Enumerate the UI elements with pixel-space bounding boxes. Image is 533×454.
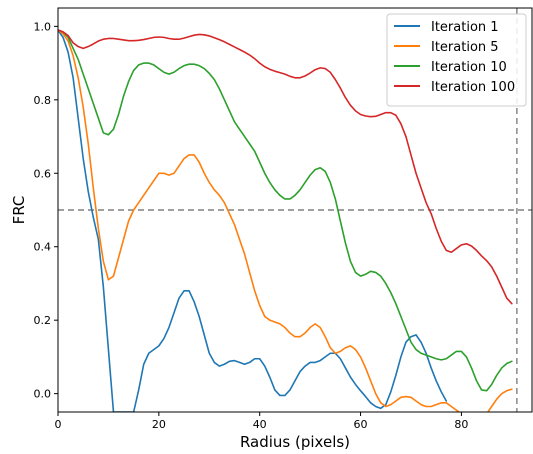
x-tick-label: 0	[55, 418, 62, 431]
reference-lines	[58, 8, 532, 412]
y-tick-label: 0.2	[34, 314, 52, 327]
legend-label: Iteration 1	[431, 20, 499, 35]
y-tick-label: 0.8	[34, 94, 52, 107]
legend-label: Iteration 5	[431, 40, 499, 55]
legend-label: Iteration 100	[431, 80, 515, 95]
y-axis-ticks: 0.0 0.2 0.4 0.6 0.8 1.0	[34, 20, 58, 401]
x-axis-ticks: 0 20 40 60 80	[55, 412, 468, 431]
series-line-3	[58, 29, 513, 392]
y-axis-label: FRC	[10, 196, 28, 225]
x-axis-label: Radius (pixels)	[240, 433, 350, 451]
x-tick-label: 80	[454, 418, 468, 431]
x-tick-label: 60	[354, 418, 368, 431]
legend-box	[386, 13, 527, 107]
legend: Iteration 1 Iteration 5 Iteration 10 Iterat…	[386, 13, 527, 107]
x-tick-label: 40	[253, 418, 267, 431]
series-line-2	[58, 29, 513, 412]
legend-label: Iteration 10	[431, 60, 507, 75]
y-tick-label: 0.0	[34, 388, 52, 401]
y-tick-label: 1.0	[34, 20, 52, 33]
series-line-4	[58, 29, 513, 305]
y-tick-label: 0.6	[34, 167, 52, 180]
x-tick-label: 20	[152, 418, 166, 431]
y-tick-label: 0.4	[34, 241, 52, 254]
series-layer	[58, 29, 513, 412]
plot-frame	[57, 7, 533, 413]
